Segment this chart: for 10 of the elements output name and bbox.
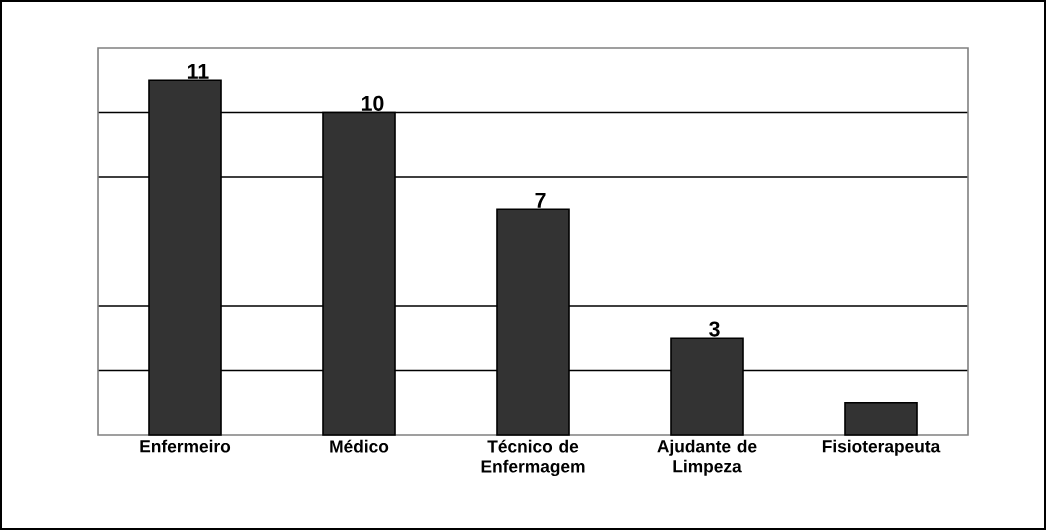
data-label: 7	[535, 192, 546, 208]
bar	[844, 401, 918, 436]
data-label: 11	[187, 63, 209, 79]
data-label: 10	[361, 95, 384, 111]
x-tick-label: Ajudante de Limpeza	[657, 439, 757, 476]
data-label: 3	[709, 321, 720, 337]
x-tick-label: Fisioterapeuta	[822, 439, 941, 456]
x-tick-label: Enfermeiro	[140, 439, 231, 453]
x-tick-label: Médico	[330, 439, 389, 453]
x-tick-label: Técnico de Enfermagem	[481, 439, 585, 477]
